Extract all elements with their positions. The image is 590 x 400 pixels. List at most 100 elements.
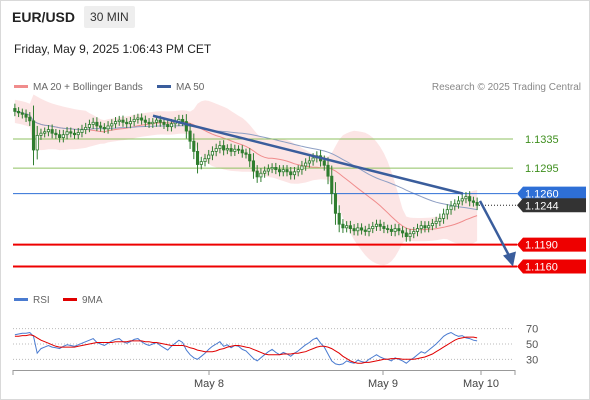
candle-body: [184, 121, 188, 132]
candle-body: [20, 112, 24, 115]
ma50-line: [14, 110, 478, 211]
candle-body: [106, 125, 110, 130]
candle-body: [296, 169, 300, 173]
candle-body: [397, 228, 401, 232]
candle-body: [218, 145, 222, 149]
candle-body: [356, 227, 360, 232]
candle-body: [233, 148, 237, 152]
candle-body: [442, 213, 446, 219]
candle-body: [207, 154, 211, 160]
ma20-line: [14, 110, 478, 231]
candle-body: [50, 129, 54, 134]
candle-body: [285, 169, 289, 173]
candle-body: [65, 131, 69, 136]
rsi-ma-line: [14, 334, 478, 364]
rsi-legend-swatch: [14, 298, 28, 301]
candle-body: [345, 225, 349, 229]
candle-body: [188, 130, 192, 142]
candle-body: [91, 121, 95, 125]
candle-body: [151, 121, 155, 125]
candle-body: [468, 196, 472, 202]
candle-body: [263, 170, 267, 174]
candle-body: [352, 228, 356, 232]
rsi-ma-legend-label: 9MA: [82, 295, 103, 306]
candles: [13, 103, 479, 242]
candle-body: [136, 117, 140, 120]
candle-body: [277, 169, 282, 173]
bollinger-legend-swatch: [14, 85, 28, 88]
pivot-tag-1.1260: [517, 186, 586, 201]
downtrend-line: [152, 114, 464, 195]
candle-body: [154, 119, 159, 123]
candle-body: [404, 232, 408, 237]
candle-body: [307, 160, 311, 164]
candle-body: [203, 158, 207, 163]
candle-body: [322, 160, 326, 166]
candle-body: [367, 228, 371, 232]
ma50-legend-swatch: [157, 85, 171, 88]
candle-body: [419, 225, 423, 229]
candle-body: [393, 228, 397, 232]
candle-body: [378, 223, 382, 227]
candle-body: [453, 203, 457, 207]
timeframe-badge[interactable]: 30 MIN: [84, 6, 135, 28]
candle-body: [382, 225, 386, 229]
candle-body: [427, 225, 431, 229]
resistance-label-1.1295: 1.1295: [525, 163, 559, 175]
candle-body: [113, 121, 118, 125]
candle-body: [13, 108, 17, 112]
candle-body: [460, 198, 464, 202]
candle-body: [229, 148, 233, 152]
candle-body: [39, 132, 43, 136]
candle-body: [214, 148, 218, 152]
candle-body: [401, 230, 405, 234]
candle-body: [222, 145, 226, 151]
candle-body: [102, 126, 106, 130]
resistance-label-1.1335: 1.1335: [525, 134, 559, 146]
candle-body: [330, 175, 334, 195]
last-price-label: 1.1244: [525, 200, 559, 212]
candle-body: [423, 225, 427, 229]
support-tag-1.1190: [517, 237, 586, 252]
candle-body: [270, 167, 274, 170]
candle-body: [415, 228, 420, 232]
candle-body: [69, 131, 73, 134]
candle-body: [166, 124, 170, 128]
time-axis-label: May 10: [463, 378, 499, 390]
time-axis: May 8 May 9 May 10: [12, 370, 516, 390]
support-label-1.1190: 1.1190: [525, 240, 558, 252]
candle-body: [363, 229, 367, 232]
rsi-tick-50: 50: [526, 339, 538, 351]
candle-body: [471, 200, 475, 203]
candle-body: [140, 117, 144, 121]
candle-body: [158, 119, 162, 123]
candle-body: [430, 223, 434, 227]
candle-body: [46, 129, 50, 133]
support-tag-1.1160: [517, 259, 586, 274]
bollinger-bands: [14, 94, 478, 266]
candle-body: [475, 201, 479, 206]
chart-header: EUR/USD 30 MIN: [1, 1, 135, 33]
candle-body: [121, 119, 125, 123]
rsi-panel: 70 50 30: [13, 324, 538, 366]
candle-body: [304, 162, 308, 167]
candle-body: [192, 140, 196, 152]
candle-body: [35, 134, 39, 151]
rsi-tick-30: 30: [526, 354, 538, 366]
candle-body: [84, 126, 88, 130]
candle-body: [412, 231, 416, 235]
candle-body: [311, 157, 315, 162]
candle-body: [371, 225, 375, 229]
rsi-ma-legend-swatch: [63, 298, 77, 301]
candle-body: [72, 132, 77, 136]
candle-body: [456, 200, 461, 205]
candle-body: [143, 119, 147, 123]
candle-body: [266, 168, 270, 172]
candle-body: [300, 165, 304, 171]
candle-body: [210, 151, 215, 156]
symbol-label: EUR/USD: [12, 9, 76, 25]
candle-body: [128, 121, 132, 125]
candle-body: [181, 118, 185, 122]
candle-body: [58, 134, 62, 138]
